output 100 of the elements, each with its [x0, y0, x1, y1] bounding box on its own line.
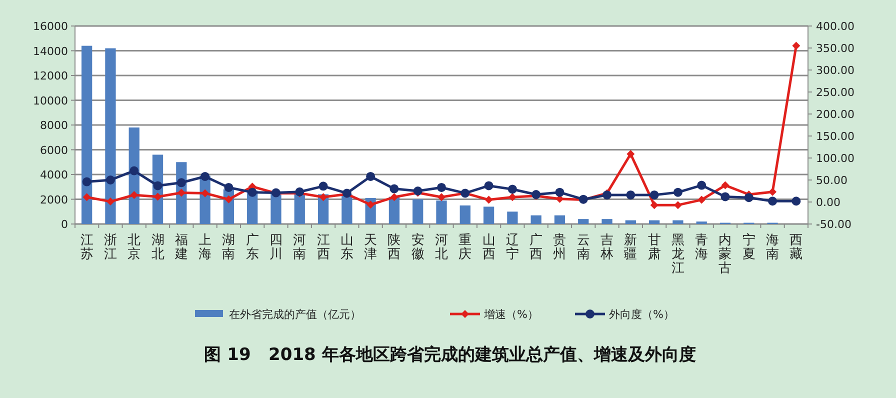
bar — [388, 196, 400, 224]
y2-tick-label: 150.00 — [816, 130, 854, 143]
legend-label: 在外省完成的产值（亿元） — [229, 308, 361, 321]
y2-tick-label: 400.00 — [816, 20, 854, 33]
x-tick-label: 辽宁 — [506, 233, 519, 262]
bar — [105, 48, 116, 224]
bar — [412, 199, 424, 224]
legend-label: 增速（%） — [483, 308, 538, 321]
point — [768, 196, 778, 206]
point — [626, 150, 635, 158]
point — [224, 182, 234, 192]
y2-tick-label: -50.00 — [816, 218, 852, 231]
bar — [294, 193, 305, 224]
y2-tick-label: 200.00 — [816, 108, 854, 121]
point — [82, 193, 91, 202]
y2-tick-label: 300.00 — [816, 64, 854, 77]
x-tick-label: 云南 — [576, 233, 590, 262]
point — [248, 188, 257, 197]
x-tick-label: 广西 — [530, 233, 543, 262]
bar — [648, 220, 660, 224]
y2-tick-label: 0.00 — [816, 196, 840, 209]
point — [437, 182, 446, 192]
y-tick-label: 0 — [61, 218, 68, 231]
text: 图 19 2018 年各地区跨省完成的建筑业总产值、增速及外向度 — [204, 345, 696, 365]
point — [720, 192, 730, 202]
x-tick-label: 天津 — [364, 233, 378, 262]
point — [721, 181, 730, 190]
x-tick-label: 海南 — [766, 233, 780, 262]
point — [177, 188, 186, 197]
x-tick-label: 湖北 — [151, 233, 164, 262]
x-tick-label: 重庆 — [458, 233, 472, 262]
point — [508, 193, 516, 202]
y2-tick-label: 50.00 — [816, 174, 848, 187]
x-tick-label: 江苏 — [80, 233, 94, 262]
point — [768, 188, 777, 196]
point — [650, 201, 658, 210]
y2-tick-label: 250.00 — [816, 86, 854, 99]
point — [154, 192, 162, 201]
point — [82, 177, 92, 186]
point — [697, 180, 706, 190]
point — [318, 182, 328, 191]
bar — [460, 205, 470, 224]
x-tick-label: 宁夏 — [742, 232, 756, 262]
bar — [554, 215, 566, 224]
y-tick-label: 4000 — [40, 168, 68, 182]
point — [484, 181, 494, 190]
point — [390, 193, 398, 202]
x-tick-label: 贵州 — [553, 233, 566, 262]
x-tick-label: 内蒙古 — [718, 233, 732, 276]
point — [130, 166, 139, 176]
y-tick-label: 12000 — [33, 70, 68, 82]
x-tick-label: 安徽 — [411, 232, 424, 262]
point — [626, 190, 636, 200]
x-tick-label: 湖南 — [222, 233, 236, 262]
x-tick-label: 河北 — [435, 233, 448, 262]
y2-tick-label: 350.00 — [816, 42, 854, 55]
point — [792, 196, 801, 206]
bar — [483, 206, 494, 224]
point — [106, 176, 115, 184]
point — [650, 190, 659, 200]
point — [130, 190, 138, 199]
bar — [672, 220, 684, 224]
point — [484, 196, 493, 204]
point — [744, 193, 754, 202]
x-tick-label: 西藏 — [790, 233, 803, 262]
point — [366, 172, 376, 181]
x-tick-label: 山西 — [482, 233, 496, 262]
y-tick-label: 16000 — [33, 20, 68, 33]
x-tick-label: 陕西 — [388, 233, 401, 262]
x-tick-label: 河南 — [293, 233, 306, 262]
y-tick-label: 10000 — [33, 94, 68, 108]
x-tick-label: 青海 — [695, 233, 708, 262]
y-tick-label: 2000 — [40, 193, 68, 206]
point — [153, 181, 162, 190]
bar — [342, 194, 352, 224]
x-tick-label: 四川 — [269, 233, 282, 262]
point — [555, 188, 564, 197]
x-tick-label: 浙江 — [104, 233, 117, 262]
bar — [530, 215, 542, 224]
point — [106, 198, 114, 206]
y-tick-label: 8000 — [40, 119, 68, 132]
point — [698, 196, 706, 204]
bar — [625, 220, 636, 224]
bar — [602, 219, 612, 224]
point — [673, 188, 682, 197]
legend-label: 外向度（%） — [609, 308, 674, 321]
x-tick-label: 广东 — [246, 233, 259, 262]
point — [438, 193, 446, 202]
point — [201, 189, 210, 198]
y-tick-label: 6000 — [40, 144, 68, 157]
bar — [578, 219, 589, 224]
y-tick-label: 14000 — [33, 44, 68, 58]
point — [792, 42, 800, 50]
x-tick-label: 山东 — [340, 233, 354, 262]
point — [200, 172, 210, 181]
y2-tick-label: 100.00 — [816, 152, 854, 165]
x-tick-label: 黑龙江 — [671, 233, 684, 276]
point — [390, 184, 399, 194]
x-tick-label: 福建 — [174, 233, 188, 262]
point — [319, 193, 328, 202]
